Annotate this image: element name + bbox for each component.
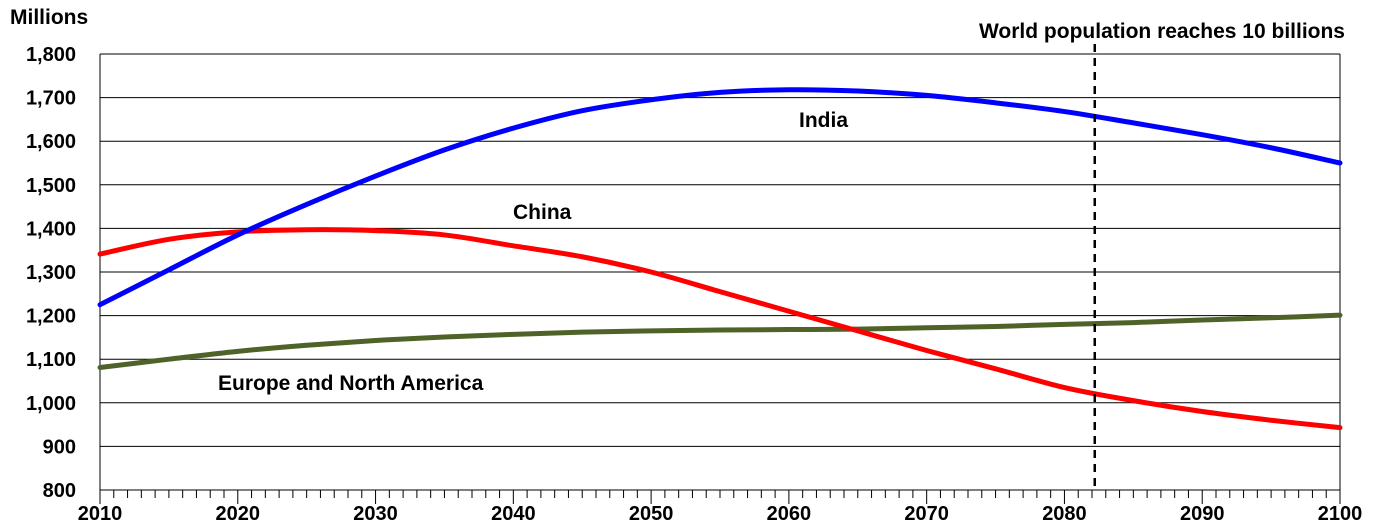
y-tick-label: 1,700 — [26, 88, 76, 110]
y-tick-label: 1,500 — [26, 175, 76, 197]
y-tick-labels: 800 900 1,000 1,100 1,200 1,300 1,400 1,500 1,60… — [26, 44, 76, 502]
china-label: China — [513, 201, 572, 224]
x-axis: 2010 2020 2030 2040 2050 2060 2070 2080 2090 2100 — [78, 490, 1363, 525]
y-tick-label: 1,300 — [26, 262, 76, 284]
x-tick-label: 2030 — [353, 503, 398, 525]
europe-north-america-label: Europe and North America — [218, 372, 484, 395]
series-lines — [97, 87, 1343, 431]
y-tick-label: 1,600 — [26, 131, 76, 153]
y-tick-label: 1,200 — [26, 306, 76, 328]
india-label: India — [799, 109, 848, 132]
india-series-line — [97, 87, 1343, 308]
y-tick-label: 1,400 — [26, 218, 76, 240]
x-tick-label: 2020 — [216, 503, 261, 525]
y-tick-label: 900 — [43, 436, 76, 458]
europe-and-north-america-series-line — [97, 312, 1343, 370]
x-tick-label: 2080 — [1042, 503, 1087, 525]
y-tick-label: 1,800 — [26, 44, 76, 66]
x-tick-label: 2040 — [491, 503, 536, 525]
x-tick-label: 2060 — [767, 503, 812, 525]
x-tick-label: 2090 — [1180, 503, 1225, 525]
x-tick-label: 2070 — [904, 503, 949, 525]
x-tick-label: 2050 — [629, 503, 674, 525]
china-series-line — [97, 227, 1343, 431]
y-tick-label: 800 — [43, 480, 76, 502]
x-tick-label: 2100 — [1318, 503, 1363, 525]
gridlines — [99, 53, 1341, 491]
y-tick-label: 1,000 — [26, 393, 76, 415]
ten-billion-annotation: World population reaches 10 billions — [979, 20, 1345, 43]
y-tick-label: 1,100 — [26, 349, 76, 371]
y-axis-title: Millions — [10, 6, 88, 29]
x-tick-label: 2010 — [78, 503, 123, 525]
